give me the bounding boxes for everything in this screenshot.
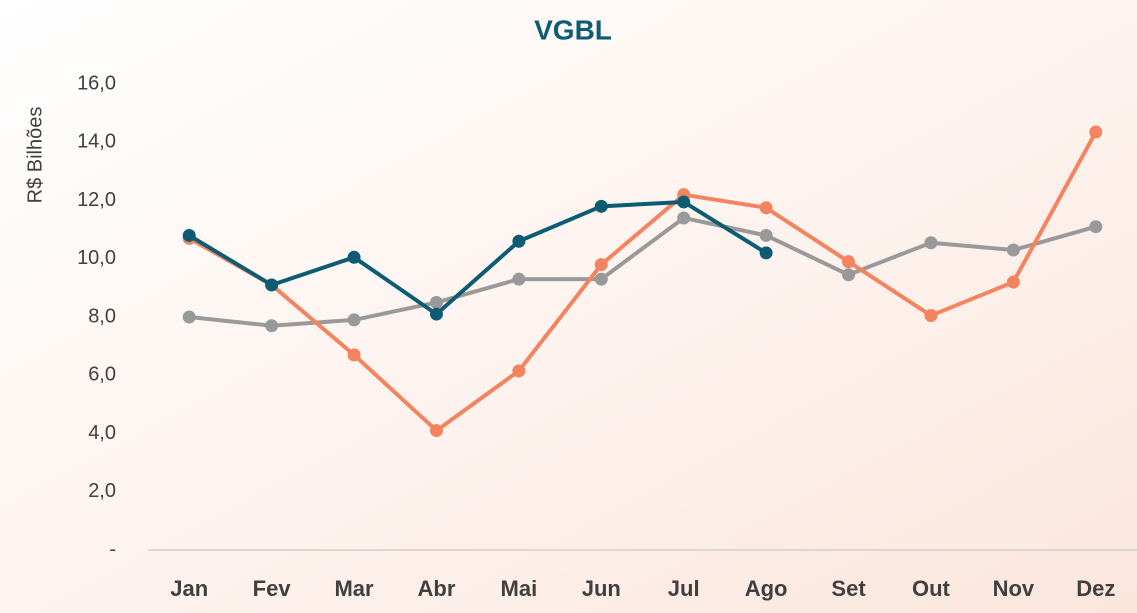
- y-tick-label: 12,0: [77, 189, 116, 211]
- x-tick-label: Ago: [745, 576, 788, 601]
- x-tick-label: Jun: [582, 576, 621, 601]
- data-point: [924, 236, 938, 250]
- data-point: [842, 268, 856, 282]
- x-tick-label: Fev: [253, 576, 292, 601]
- y-axis-label: R$ Bilhões: [24, 107, 46, 204]
- x-tick-label: Mar: [334, 576, 374, 601]
- x-tick-label: Out: [912, 576, 951, 601]
- data-point: [1089, 220, 1103, 234]
- y-tick-label: 16,0: [77, 72, 116, 94]
- data-point: [429, 424, 443, 438]
- x-tick-label: Abr: [418, 576, 456, 601]
- data-point: [1089, 125, 1103, 139]
- y-tick-label: 10,0: [77, 247, 116, 269]
- data-point: [759, 201, 773, 215]
- data-point: [429, 307, 443, 321]
- x-tick-label: Jul: [668, 576, 700, 601]
- x-tick-label: Mai: [501, 576, 538, 601]
- y-tick-label: 6,0: [88, 364, 116, 386]
- data-point: [594, 258, 608, 272]
- data-point: [347, 313, 361, 327]
- data-point: [677, 211, 691, 225]
- series-line: [188, 131, 1098, 433]
- data-point: [594, 272, 608, 286]
- data-point: [182, 228, 196, 242]
- data-point: [1006, 243, 1020, 257]
- data-point: [594, 199, 608, 213]
- data-point: [265, 278, 279, 292]
- data-point: [429, 295, 443, 309]
- data-point: [512, 234, 526, 248]
- x-tick-label: Dez: [1076, 576, 1115, 601]
- y-tick-label: 2,0: [88, 480, 116, 502]
- x-tick-label: Nov: [993, 576, 1035, 601]
- data-point: [759, 228, 773, 242]
- y-tick-label: 4,0: [88, 422, 116, 444]
- data-point: [347, 250, 361, 264]
- data-point: [842, 255, 856, 269]
- data-point: [512, 272, 526, 286]
- series-line: [188, 199, 768, 317]
- x-tick-label: Jan: [170, 576, 208, 601]
- series-line: [188, 215, 1097, 328]
- chart-title: VGBL: [534, 14, 612, 45]
- data-point: [759, 246, 773, 260]
- data-point: [924, 309, 938, 323]
- y-tick-label: 8,0: [88, 305, 116, 327]
- data-point: [265, 319, 279, 333]
- x-tick-label: Set: [831, 576, 866, 601]
- data-point: [347, 348, 361, 362]
- y-tick-label: 14,0: [77, 131, 116, 153]
- data-point: [1006, 275, 1020, 289]
- y-tick-label: -: [109, 538, 116, 560]
- data-point: [512, 364, 526, 378]
- data-point: [182, 310, 196, 324]
- data-point: [677, 195, 691, 209]
